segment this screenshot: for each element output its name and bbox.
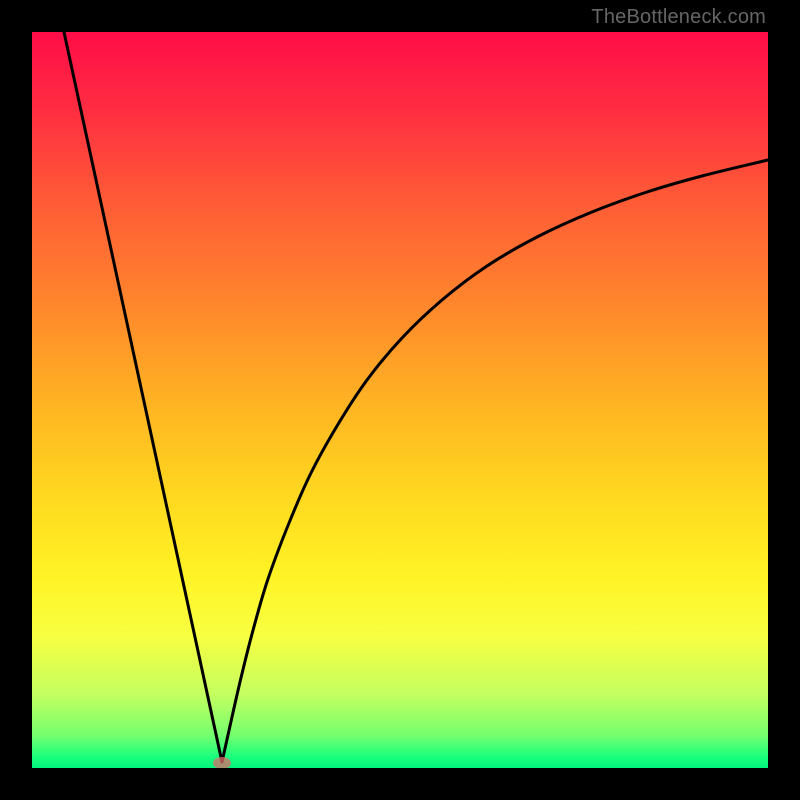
minimum-marker-icon <box>213 757 231 768</box>
curve-layer <box>32 32 768 768</box>
watermark-text: TheBottleneck.com <box>591 6 766 29</box>
bottleneck-curve <box>64 32 768 762</box>
plot-area <box>32 32 768 768</box>
chart-frame: TheBottleneck.com <box>0 0 800 800</box>
